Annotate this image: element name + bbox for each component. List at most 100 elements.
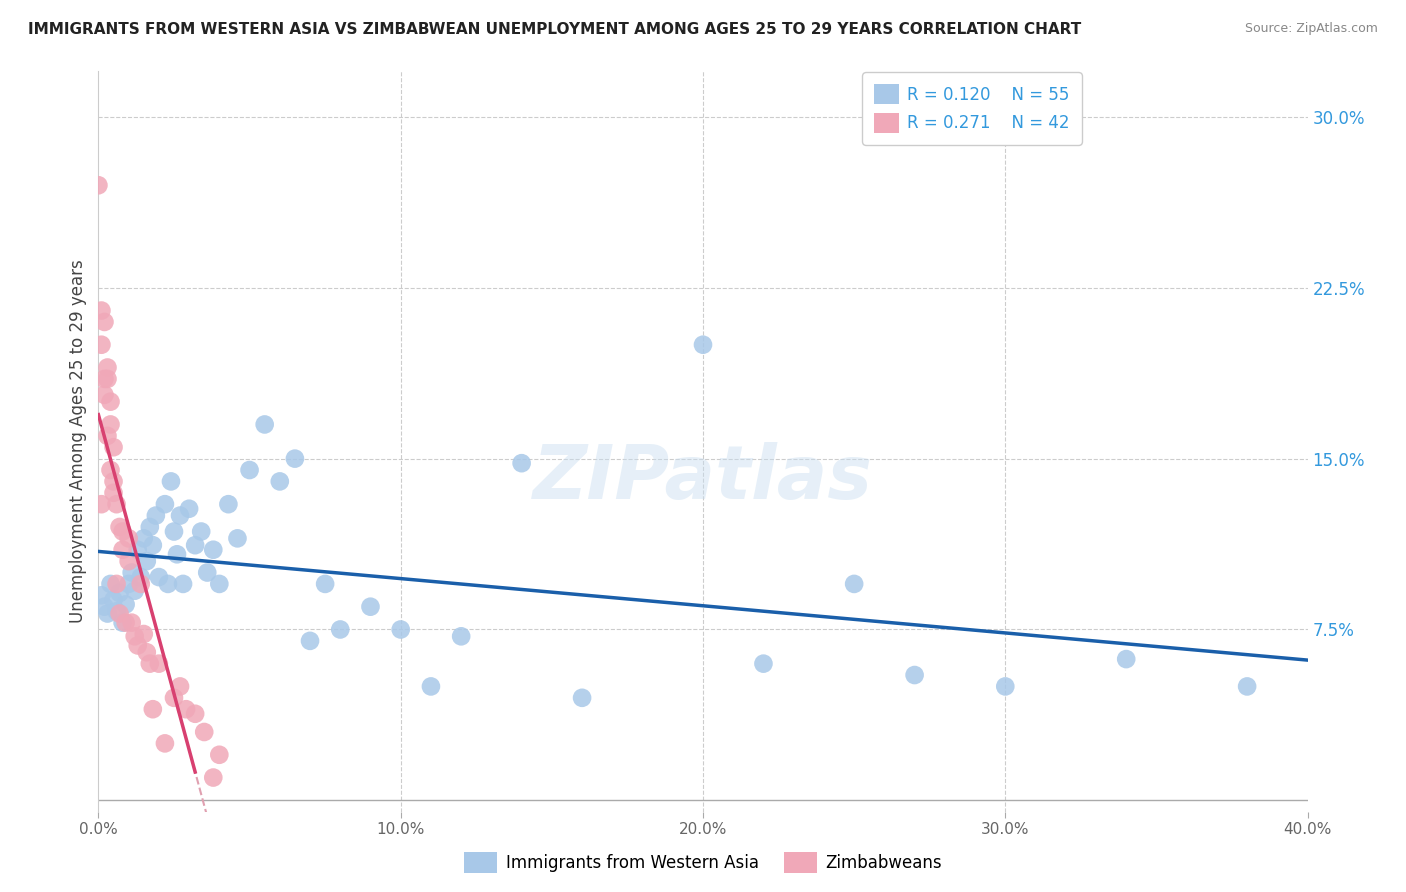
Point (269, 475, 291, 489)
Point (190, 524, 212, 539)
Point (132, 627, 155, 641)
Point (571, 690, 593, 705)
Point (253, 417, 276, 432)
Point (93, 315, 115, 329)
Point (202, 771, 225, 785)
Point (314, 577, 336, 591)
Text: Source: ZipAtlas.com: Source: ZipAtlas.com (1244, 22, 1378, 36)
Point (114, 615, 136, 630)
Point (121, 615, 143, 630)
Point (226, 532, 249, 546)
Point (108, 520, 131, 534)
Text: IMMIGRANTS FROM WESTERN ASIA VS ZIMBABWEAN UNEMPLOYMENT AMONG AGES 25 TO 29 YEAR: IMMIGRANTS FROM WESTERN ASIA VS ZIMBABWE… (28, 22, 1081, 37)
Point (217, 497, 239, 511)
Legend: R = 0.120    N = 55, R = 0.271    N = 42: R = 0.120 N = 55, R = 0.271 N = 42 (862, 72, 1081, 145)
Point (904, 668, 927, 682)
Point (135, 554, 157, 568)
Point (145, 508, 167, 523)
Point (129, 570, 152, 584)
Point (132, 532, 155, 546)
Point (90, 588, 112, 602)
Point (692, 337, 714, 351)
Point (153, 497, 176, 511)
Point (239, 463, 262, 477)
Point (118, 532, 141, 546)
Point (118, 554, 141, 568)
Point (100, 394, 122, 409)
Point (174, 702, 197, 716)
Y-axis label: Unemployment Among Ages 25 to 29 years: Unemployment Among Ages 25 to 29 years (69, 260, 87, 624)
Point (100, 577, 122, 591)
Point (172, 577, 194, 591)
Point (121, 566, 143, 580)
Point (1115, 652, 1137, 666)
Point (103, 475, 125, 489)
Point (166, 547, 188, 561)
Point (389, 623, 412, 637)
Point (169, 680, 191, 694)
Point (450, 629, 472, 643)
Point (510, 456, 533, 470)
Point (127, 542, 149, 557)
Point (208, 747, 231, 762)
Point (90, 303, 112, 318)
Point (163, 690, 186, 705)
Point (90, 497, 112, 511)
Point (114, 598, 136, 612)
Text: ZIPatlas: ZIPatlas (533, 442, 873, 515)
Point (184, 706, 207, 721)
Point (96, 607, 118, 621)
Point (420, 680, 443, 694)
Point (118, 577, 141, 591)
Point (163, 524, 186, 539)
Point (100, 417, 122, 432)
Point (360, 599, 382, 614)
Point (208, 577, 231, 591)
Point (148, 657, 170, 671)
Point (179, 501, 201, 516)
Point (124, 583, 146, 598)
Point (139, 520, 162, 534)
Point (284, 451, 307, 466)
Legend: Immigrants from Western Asia, Zimbabweans: Immigrants from Western Asia, Zimbabwean… (457, 846, 949, 880)
Point (135, 645, 157, 659)
Point (93, 372, 115, 386)
Point (103, 485, 125, 500)
Point (96, 372, 118, 386)
Point (299, 633, 322, 648)
Point (93, 388, 115, 402)
Point (87, 178, 110, 193)
Point (153, 736, 176, 750)
Point (111, 542, 134, 557)
Point (142, 702, 165, 716)
Point (100, 463, 122, 477)
Point (752, 657, 775, 671)
Point (108, 607, 131, 621)
Point (105, 604, 128, 618)
Point (96, 360, 118, 375)
Point (108, 586, 131, 600)
Point (148, 570, 170, 584)
Point (1236, 680, 1258, 694)
Point (156, 577, 179, 591)
Point (127, 639, 149, 653)
Point (129, 577, 152, 591)
Point (994, 680, 1017, 694)
Point (90, 337, 112, 351)
Point (105, 497, 128, 511)
Point (96, 429, 118, 443)
Point (93, 599, 115, 614)
Point (103, 440, 125, 454)
Point (195, 566, 218, 580)
Point (124, 629, 146, 643)
Point (202, 542, 225, 557)
Point (169, 508, 191, 523)
Point (142, 538, 165, 552)
Point (160, 475, 183, 489)
Point (139, 657, 162, 671)
Point (844, 577, 866, 591)
Point (103, 592, 125, 607)
Point (105, 577, 128, 591)
Point (193, 725, 215, 739)
Point (111, 615, 134, 630)
